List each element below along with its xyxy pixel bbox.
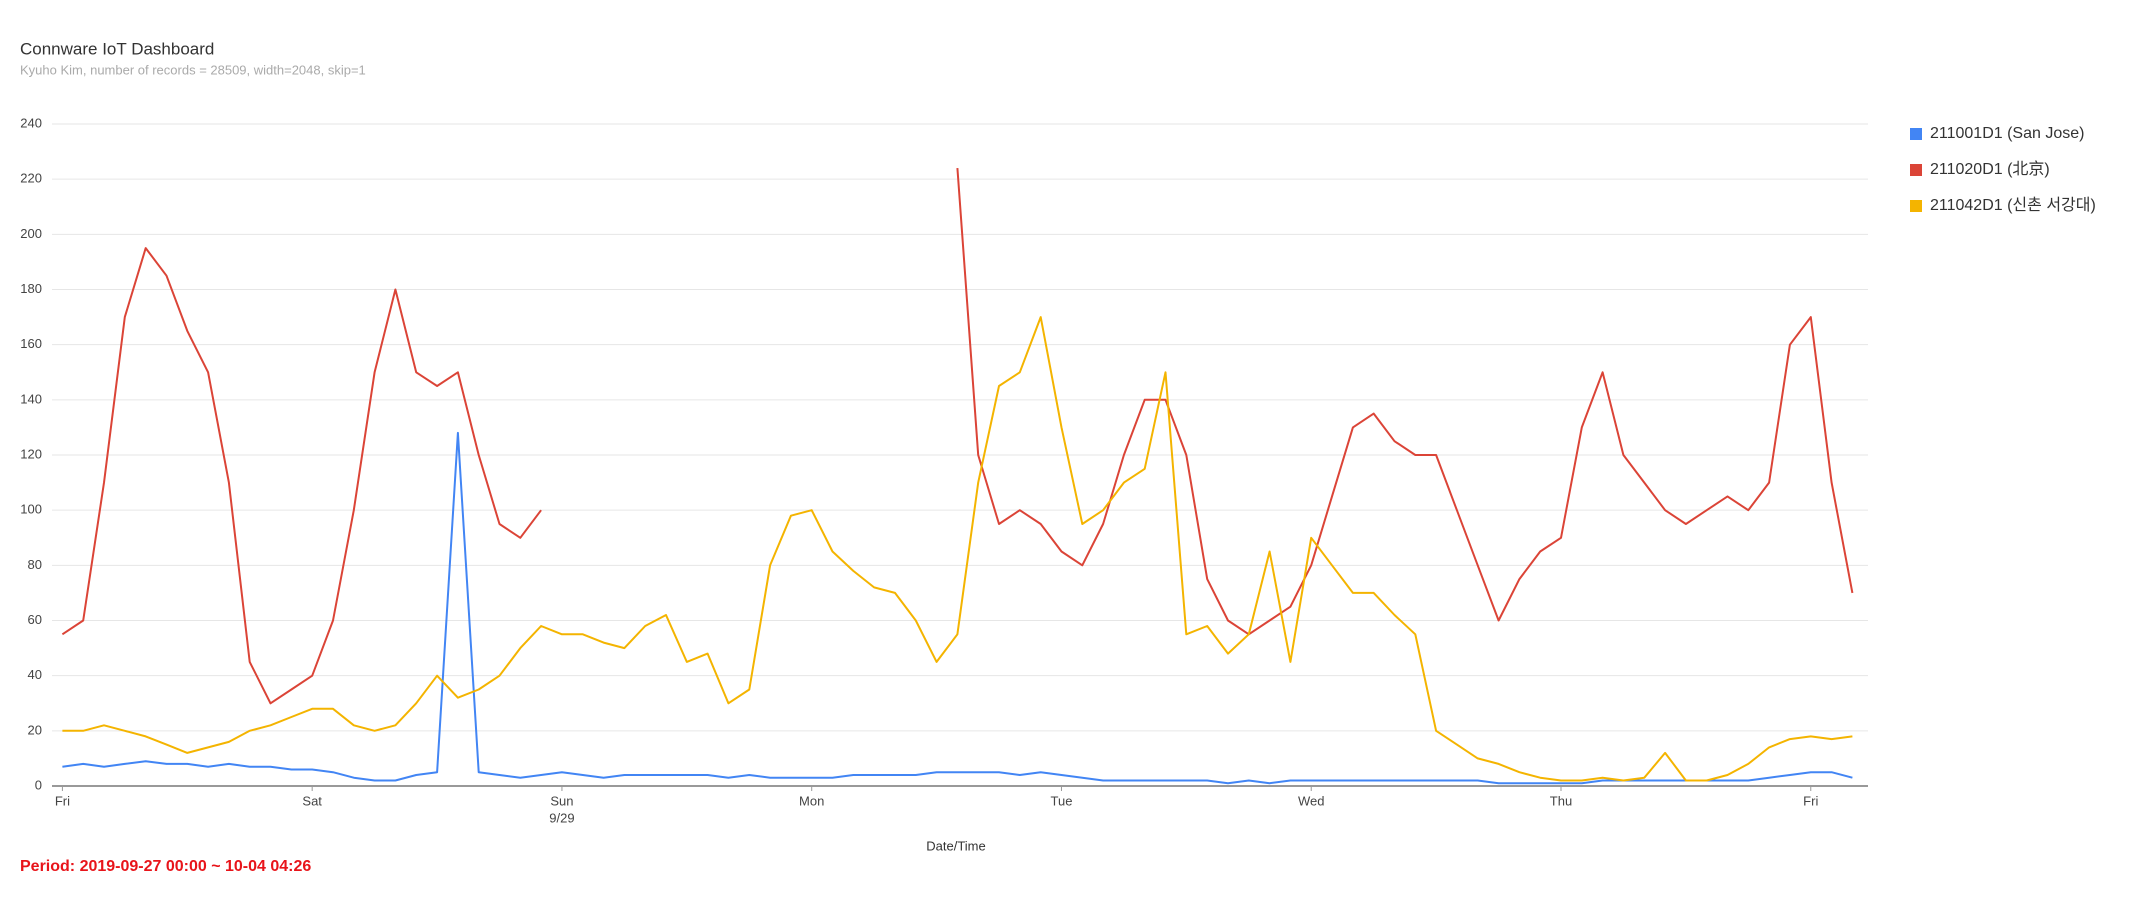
x-tick-label: Fri [55,793,70,808]
y-tick-label: 100 [20,502,42,517]
x-axis-label: Date/Time [926,838,985,853]
y-tick-label: 120 [20,446,42,461]
legend-label: 211042D1 (신촌 서강대) [1930,196,2096,214]
y-tick-label: 60 [28,612,42,627]
series-line [62,316,1853,782]
y-tick-label: 160 [20,336,42,351]
x-tick-label: Tue [1051,793,1073,808]
x-tick-label: Sat [302,793,322,808]
legend-label: 211001D1 (San Jose) [1930,125,2084,142]
y-tick-label: 220 [20,171,42,186]
series-line [61,168,1854,705]
y-tick-label: 20 [28,722,42,737]
x-tick-sublabel: 9/29 [549,810,574,825]
x-tick-label: Wed [1298,793,1325,808]
y-tick-label: 200 [20,226,42,241]
y-tick-label: 40 [28,667,42,682]
chart-subtitle: Kyuho Kim, number of records = 28509, wi… [20,62,366,77]
y-tick-label: 0 [35,777,42,792]
legend-label: 211020D1 (北京) [1930,160,2050,178]
y-tick-label: 80 [28,557,42,572]
x-tick-label: Fri [1803,793,1818,808]
y-tick-label: 180 [20,281,42,296]
period-label: Period: 2019-09-27 00:00 ~ 10-04 04:26 [20,858,311,875]
x-tick-label: Thu [1550,793,1572,808]
legend-swatch [1910,200,1922,212]
y-tick-label: 240 [20,115,42,130]
y-tick-label: 140 [20,391,42,406]
legend-swatch [1910,128,1922,140]
x-tick-label: Mon [799,793,824,808]
x-tick-label: Sun [550,793,573,808]
series-line [62,431,1853,785]
chart-title: Connware IoT Dashboard [20,39,214,58]
legend-swatch [1910,164,1922,176]
